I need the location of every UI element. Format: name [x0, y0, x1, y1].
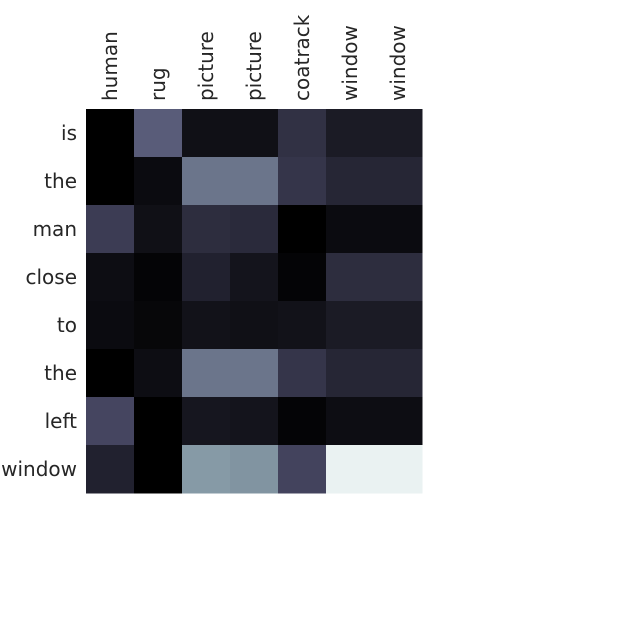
heatmap-cell	[374, 109, 423, 158]
heatmap-cell	[86, 157, 135, 206]
y-tick-label: left	[45, 409, 78, 433]
heatmap-cell	[230, 157, 279, 206]
heatmap-cell	[86, 109, 135, 158]
heatmap-cell	[374, 253, 423, 302]
heatmap-cell	[134, 157, 183, 206]
x-tick-label: human	[98, 31, 122, 101]
heatmap-cell	[86, 301, 135, 350]
x-tick-label: picture	[194, 31, 218, 101]
heatmap-cell	[86, 445, 135, 494]
heatmap-cell	[182, 109, 231, 158]
heatmap-cell	[326, 349, 375, 398]
heatmap-cell	[326, 253, 375, 302]
y-tick-label: to	[57, 313, 77, 337]
heatmap-cell	[278, 445, 327, 494]
heatmap-cell	[86, 253, 135, 302]
heatmap-cell	[278, 301, 327, 350]
heatmap-cell	[182, 253, 231, 302]
heatmap-cell	[326, 397, 375, 446]
heatmap-cell	[326, 301, 375, 350]
heatmap-cell	[134, 205, 183, 254]
x-tick-label: picture	[242, 31, 266, 101]
heatmap-cell	[182, 349, 231, 398]
heatmap-cell	[230, 109, 279, 158]
x-tick-label: window	[338, 25, 362, 101]
heatmap-cell	[86, 397, 135, 446]
heatmap-cell	[326, 445, 375, 494]
heatmap-cells	[86, 109, 423, 494]
y-tick-labels: is the man close to the left window	[1, 121, 77, 481]
heatmap-cell	[182, 205, 231, 254]
heatmap-cell	[182, 397, 231, 446]
x-tick-labels: human rug picture picture coatrack window wind…	[98, 14, 410, 101]
heatmap-cell	[134, 253, 183, 302]
heatmap-cell	[230, 445, 279, 494]
y-tick-label: window	[1, 457, 77, 481]
heatmap-cell	[326, 205, 375, 254]
heatmap-cell	[374, 301, 423, 350]
heatmap-cell	[134, 445, 183, 494]
heatmap-cell	[230, 397, 279, 446]
heatmap-cell	[326, 109, 375, 158]
heatmap-cell	[182, 445, 231, 494]
heatmap-cell	[278, 253, 327, 302]
y-tick-label: man	[33, 217, 77, 241]
heatmap-cell	[278, 205, 327, 254]
y-tick-label: the	[44, 361, 77, 385]
x-tick-label: rug	[146, 67, 170, 101]
heatmap-cell	[134, 349, 183, 398]
heatmap-cell	[182, 157, 231, 206]
heatmap-cell	[278, 109, 327, 158]
heatmap-cell	[86, 349, 135, 398]
heatmap-cell	[374, 157, 423, 206]
heatmap-cell	[374, 397, 423, 446]
heatmap-cell	[230, 253, 279, 302]
heatmap-cell	[182, 301, 231, 350]
y-tick-label: close	[25, 265, 77, 289]
x-tick-label: window	[386, 25, 410, 101]
heatmap-cell	[278, 349, 327, 398]
y-tick-label: is	[61, 121, 77, 145]
heatmap-cell	[326, 157, 375, 206]
heatmap-cell	[374, 445, 423, 494]
heatmap-cell	[278, 157, 327, 206]
heatmap-cell	[134, 109, 183, 158]
x-tick-label: coatrack	[290, 14, 314, 101]
heatmap-cell	[230, 349, 279, 398]
y-tick-label: the	[44, 169, 77, 193]
heatmap-cell	[134, 301, 183, 350]
heatmap-cell	[374, 349, 423, 398]
heatmap-cell	[86, 205, 135, 254]
heatmap-cell	[134, 397, 183, 446]
heatmap-cell	[278, 397, 327, 446]
heatmap-cell	[374, 205, 423, 254]
heatmap-cell	[230, 205, 279, 254]
heatmap-cell	[230, 301, 279, 350]
